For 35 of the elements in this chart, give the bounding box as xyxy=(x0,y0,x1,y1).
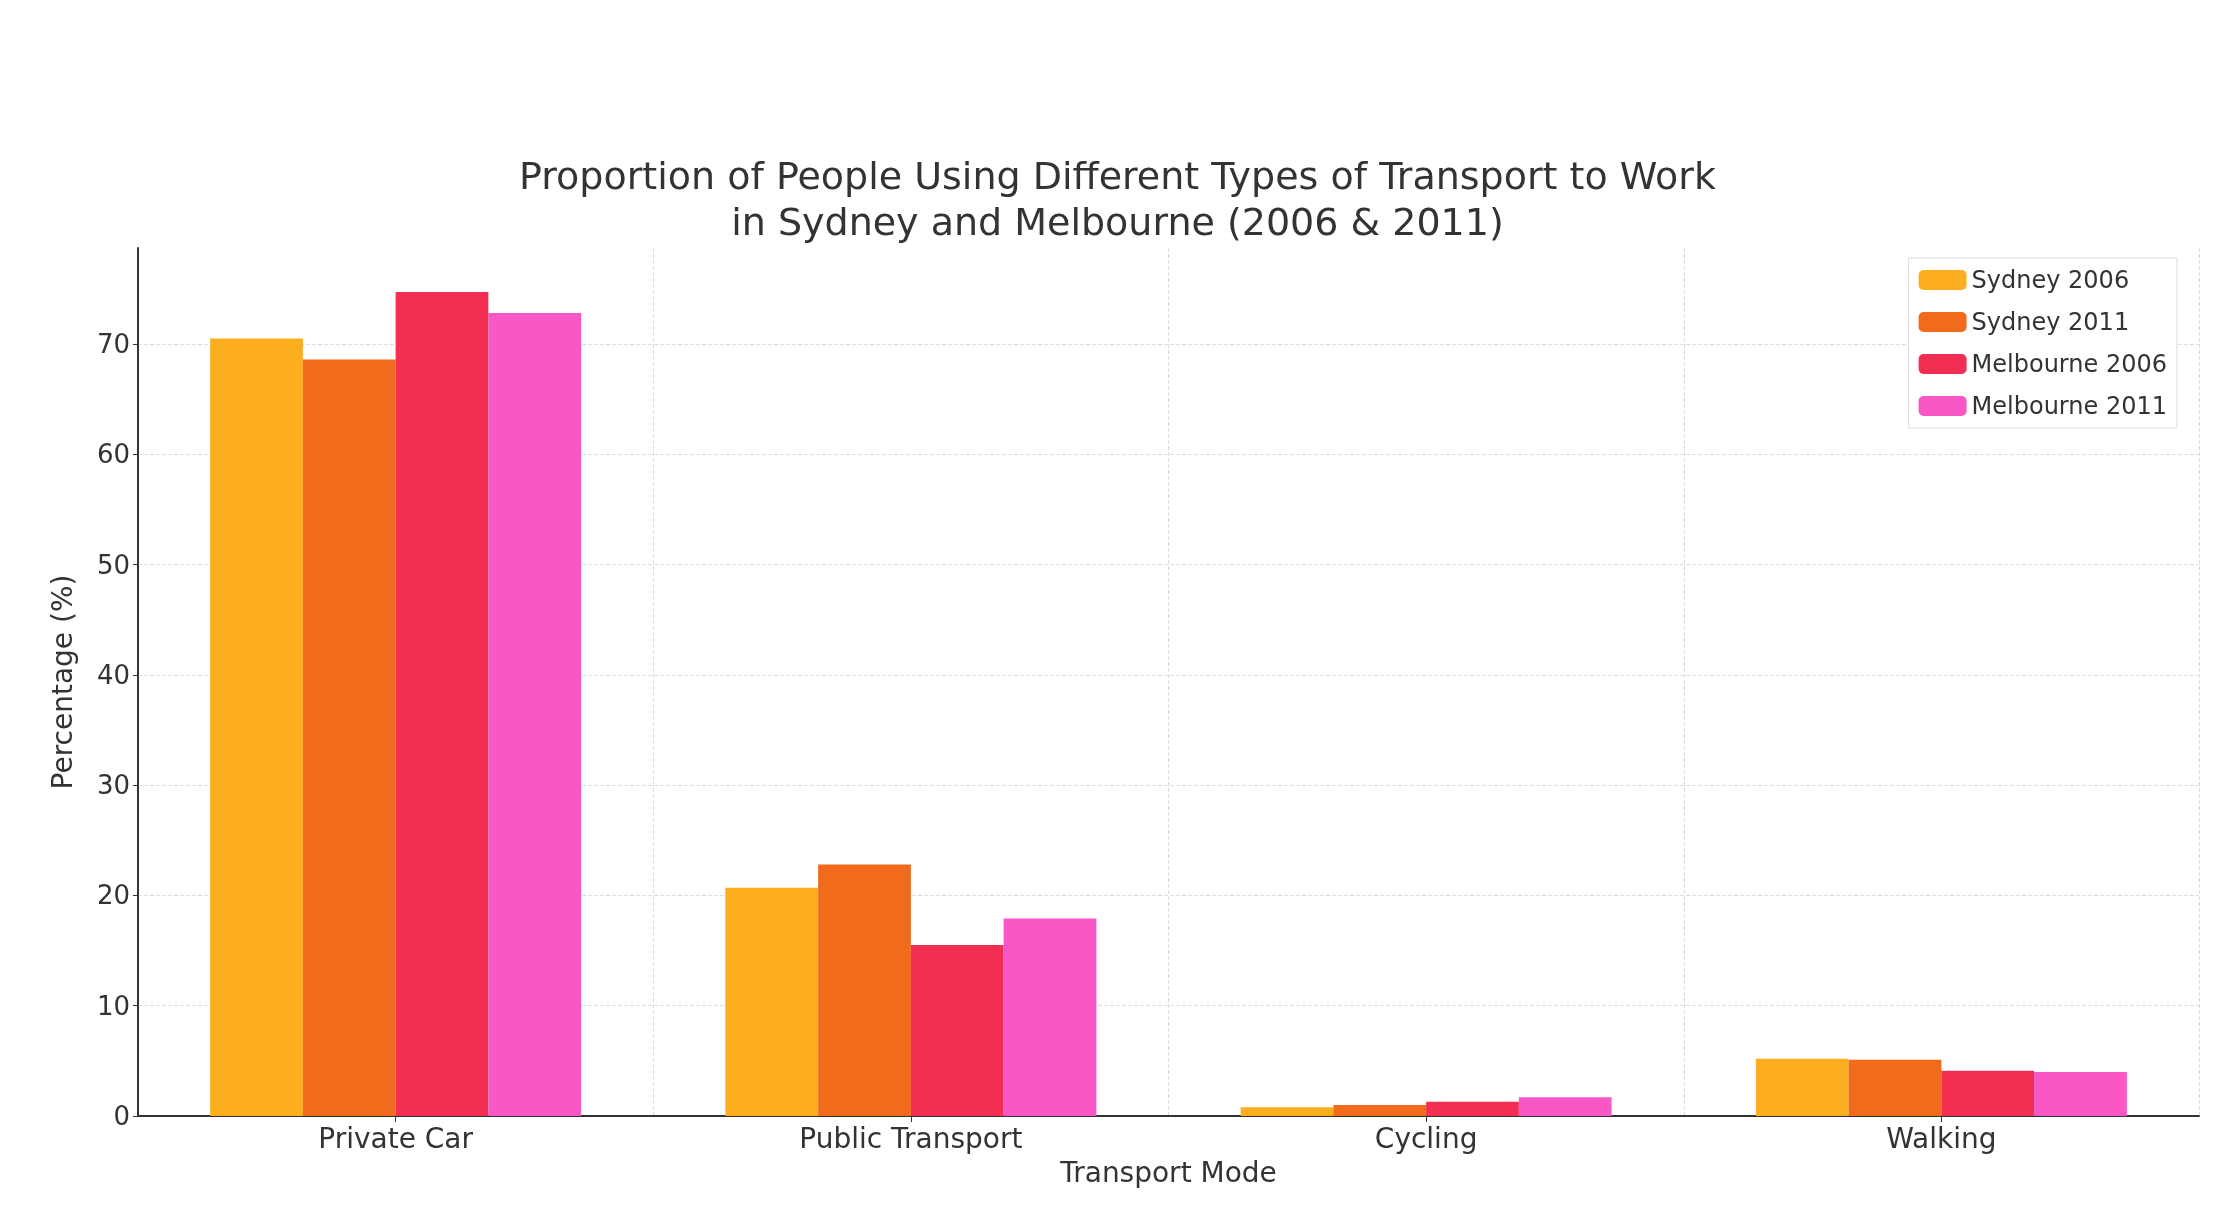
bar xyxy=(1518,1097,1612,1116)
y-tick-label: 50 xyxy=(96,549,130,580)
y-tick-label: 10 xyxy=(96,990,130,1021)
bar xyxy=(302,359,396,1116)
bar xyxy=(2034,1071,2127,1116)
y-tick-label: 20 xyxy=(96,880,130,911)
bar xyxy=(910,945,1004,1116)
bar xyxy=(1941,1070,2035,1116)
bar xyxy=(1848,1059,1942,1116)
x-tick-label: Cycling xyxy=(1374,1121,1478,1155)
bar xyxy=(210,338,303,1116)
bar xyxy=(1755,1058,1849,1116)
legend-label: Melbourne 2006 xyxy=(1971,350,2168,378)
y-axis-title: Percentage (%) xyxy=(45,574,79,790)
bar xyxy=(395,292,489,1116)
bar xyxy=(1426,1101,1519,1116)
x-tick-label: Private Car xyxy=(318,1121,474,1155)
y-tick-label: 60 xyxy=(96,439,130,470)
bar xyxy=(488,313,582,1116)
bar xyxy=(1003,918,1097,1116)
bar xyxy=(1333,1104,1427,1116)
x-axis-title: Transport Mode xyxy=(1059,1155,1277,1189)
x-tick-label: Public Transport xyxy=(799,1121,1023,1155)
y-tick-label: 40 xyxy=(96,659,130,690)
legend-label: Sydney 2011 xyxy=(1971,308,2130,336)
legend-label: Sydney 2006 xyxy=(1971,266,2130,294)
legend-label: Melbourne 2011 xyxy=(1971,392,2168,420)
y-tick-label: 30 xyxy=(96,770,130,801)
bar xyxy=(725,887,819,1116)
bar xyxy=(1240,1107,1334,1116)
y-tick-label: 0 xyxy=(113,1101,130,1131)
x-tick-label: Walking xyxy=(1886,1121,1997,1155)
bar xyxy=(818,864,911,1116)
chart-title: Proportion of People Using Different Types of Transport to Work in Sydney and Melbourne (2006 & 2011) xyxy=(519,154,1716,244)
y-tick-label: 70 xyxy=(96,328,130,359)
